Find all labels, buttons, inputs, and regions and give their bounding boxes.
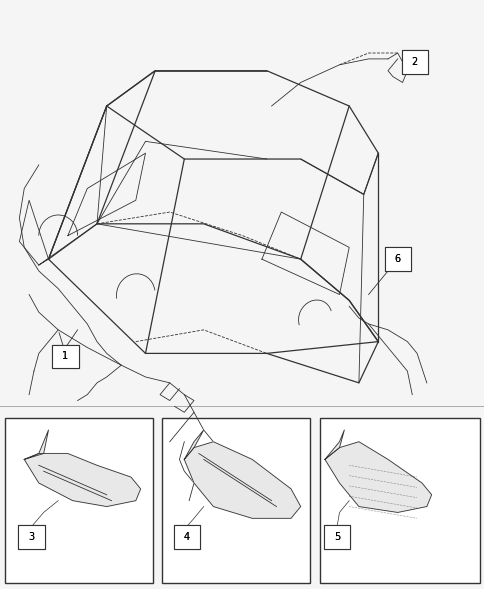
Text: 1: 1 [62, 352, 68, 361]
Text: 5: 5 [333, 532, 339, 542]
FancyBboxPatch shape [18, 525, 45, 549]
FancyBboxPatch shape [52, 345, 78, 368]
Polygon shape [184, 442, 300, 518]
Text: 5: 5 [333, 532, 339, 542]
Bar [162, 418, 310, 583]
Text: 2: 2 [411, 57, 417, 67]
FancyBboxPatch shape [323, 525, 349, 549]
FancyBboxPatch shape [52, 345, 78, 368]
Text: 6: 6 [394, 254, 400, 264]
Text: 4: 4 [183, 532, 189, 542]
Bar [319, 418, 479, 583]
Text: 4: 4 [183, 532, 189, 542]
Text: 6: 6 [394, 254, 400, 264]
FancyBboxPatch shape [173, 525, 199, 549]
FancyBboxPatch shape [323, 525, 349, 549]
Polygon shape [324, 442, 431, 512]
FancyBboxPatch shape [18, 525, 45, 549]
FancyBboxPatch shape [401, 50, 427, 74]
Polygon shape [324, 430, 344, 459]
Text: 2: 2 [411, 57, 417, 67]
Polygon shape [24, 454, 140, 507]
FancyBboxPatch shape [401, 50, 427, 74]
FancyBboxPatch shape [384, 247, 410, 271]
FancyBboxPatch shape [173, 525, 199, 549]
Text: 3: 3 [29, 532, 34, 542]
Polygon shape [184, 430, 203, 459]
Text: 3: 3 [29, 532, 34, 542]
Text: 1: 1 [62, 352, 68, 361]
FancyBboxPatch shape [384, 247, 410, 271]
Polygon shape [24, 430, 48, 459]
Bar [5, 418, 152, 583]
